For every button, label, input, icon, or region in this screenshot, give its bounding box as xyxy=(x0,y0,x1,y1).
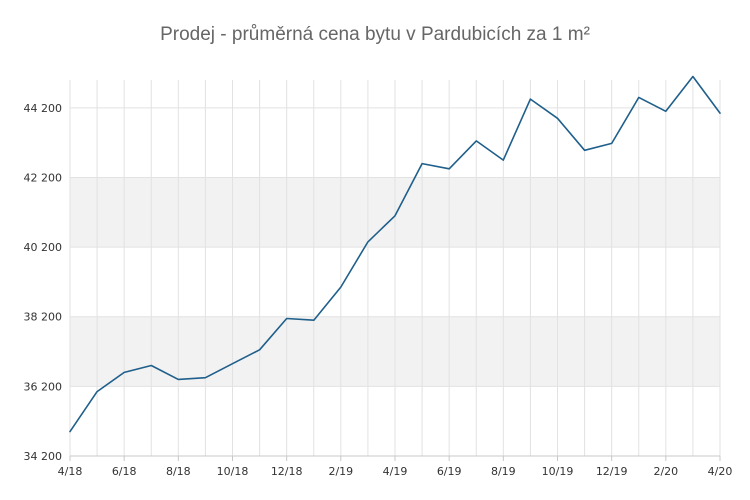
x-tick-label: 12/18 xyxy=(271,465,303,478)
x-tick-label: 12/19 xyxy=(596,465,628,478)
x-tick-label: 4/18 xyxy=(58,465,83,478)
x-tick-label: 2/19 xyxy=(328,465,353,478)
vertical-gridlines xyxy=(69,80,721,456)
x-tick-label: 10/19 xyxy=(542,465,574,478)
y-tick-label: 40 200 xyxy=(24,241,63,254)
x-tick-label: 4/19 xyxy=(383,465,408,478)
x-tick-label: 2/20 xyxy=(653,465,678,478)
y-axis-labels: 34 200 36 200 38 200 40 200 42 200 44 200 xyxy=(24,102,63,463)
x-axis: 4/18 6/18 8/18 10/18 12/18 2/19 4/19 6/19 8/19 10… xyxy=(58,455,733,478)
chart-title: Prodej - průměrná cena bytu v Pardubicíc… xyxy=(160,24,590,45)
series-layer xyxy=(69,75,721,433)
x-tick-label: 4/20 xyxy=(708,465,733,478)
y-tick-label: 36 200 xyxy=(24,380,63,393)
y-tick-label: 44 200 xyxy=(24,102,63,115)
x-tick-label: 8/18 xyxy=(166,465,191,478)
x-tick-label: 8/19 xyxy=(491,465,516,478)
y-tick-label: 42 200 xyxy=(24,171,63,184)
x-tick-label: 6/19 xyxy=(437,465,462,478)
y-tick-label: 38 200 xyxy=(24,311,63,324)
x-tick-label: 10/18 xyxy=(217,465,249,478)
y-tick-label: 34 200 xyxy=(24,450,63,463)
series-line xyxy=(69,75,721,433)
x-tick-label: 6/18 xyxy=(112,465,137,478)
